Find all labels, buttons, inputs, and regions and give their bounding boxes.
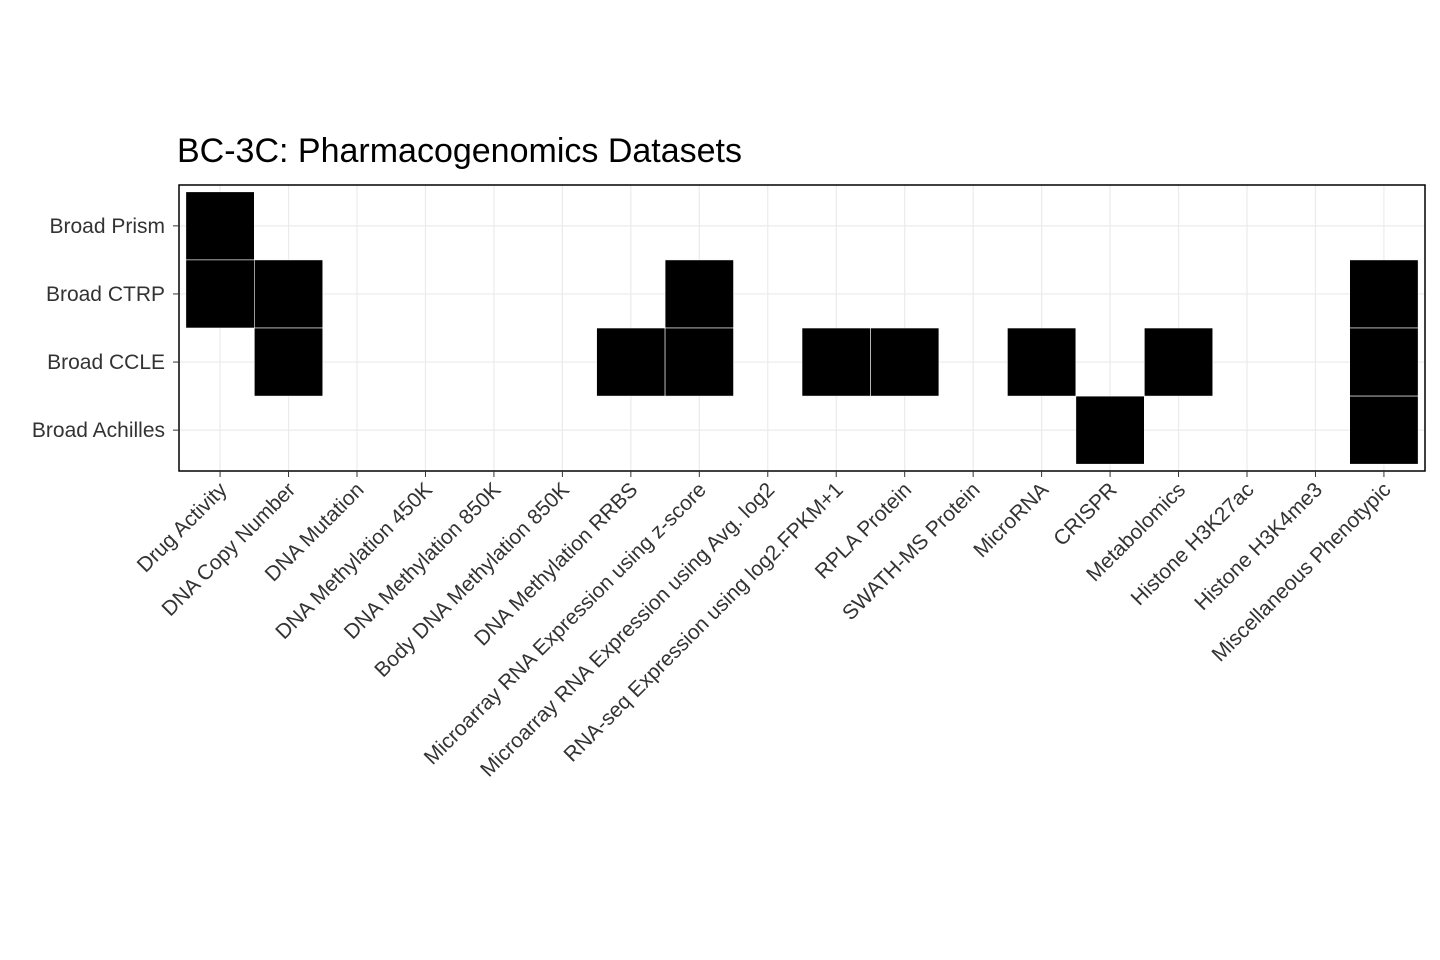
x-tick-label-histone-h3k27ac: Histone H3K27ac <box>1127 478 1259 610</box>
heatmap-cell-broad-ccle-microarray-rna-expression-using-z-score <box>664 327 734 397</box>
y-axis-tick-labels: Broad Prism Broad CTRP Broad CCLE Broad Ach… <box>32 215 165 442</box>
heatmap-cell-broad-ccle-rpla-protein <box>870 327 940 397</box>
plot-panel-border <box>178 184 1426 472</box>
heatmap-cell-broad-ctrp-miscellaneous-phenotypic <box>1349 259 1419 329</box>
heatmap-cell-broad-ccle-microrna <box>1007 327 1077 397</box>
heatmap-cell-broad-ccle-miscellaneous-phenotypic <box>1349 327 1419 397</box>
x-tick-label-microrna: MicroRNA <box>969 478 1053 562</box>
heatmap-cell-broad-ccle-rna-seq-expression-using-log2-fpkm-1 <box>801 327 871 397</box>
heatmap-cell-broad-achilles-miscellaneous-phenotypic <box>1349 395 1419 465</box>
y-tick-label-broad-prism: Broad Prism <box>49 215 165 238</box>
x-tick-label-histone-h3k4me3: Histone H3K4me3 <box>1190 478 1327 615</box>
chart-title: BC-3C: Pharmacogenomics Datasets <box>177 132 742 170</box>
heatmap-cell-broad-prism-drug-activity <box>185 191 255 261</box>
x-tick-label-crispr: CRISPR <box>1049 478 1121 550</box>
x-tick-label-swath-ms-protein: SWATH-MS Protein <box>838 478 985 625</box>
heatmap-cell-broad-achilles-crispr <box>1075 395 1145 465</box>
y-tick-label-broad-ccle: Broad CCLE <box>47 351 165 374</box>
heatmap-cell-broad-ctrp-dna-copy-number <box>254 259 324 329</box>
y-tick-label-broad-ctrp: Broad CTRP <box>46 283 165 306</box>
heatmap-cell-broad-ctrp-microarray-rna-expression-using-z-score <box>664 259 734 329</box>
heatmap-cells <box>185 191 1419 465</box>
heatmap-cell-broad-ccle-dna-copy-number <box>254 327 324 397</box>
axis-ticks <box>173 225 1385 477</box>
y-tick-label-broad-achilles: Broad Achilles <box>32 419 165 442</box>
heatmap-cell-broad-ccle-dna-methylation-rrbs <box>596 327 666 397</box>
heatmap-cell-broad-ccle-metabolomics <box>1144 327 1214 397</box>
x-tick-label-dna-copy-number: DNA Copy Number <box>158 478 301 621</box>
heatmap-cell-broad-ctrp-drug-activity <box>185 259 255 329</box>
